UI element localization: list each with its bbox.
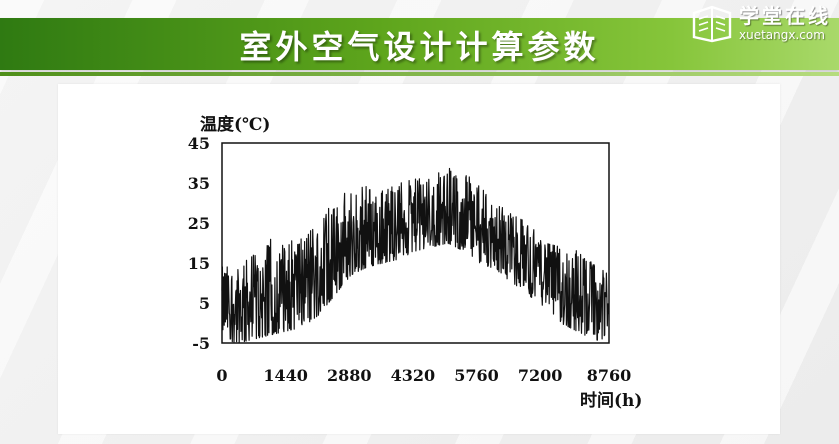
logo-text-cn: 学堂在线 <box>739 3 831 28</box>
title-bar <box>0 18 839 76</box>
y-axis-ticks: 45 35 25 15 5 -5 <box>188 134 210 353</box>
y-tick-label: 45 <box>188 134 210 153</box>
x-axis-ticks: 0 1440 2880 4320 5760 7200 8760 <box>216 366 631 385</box>
x-tick-label: 8760 <box>587 366 632 385</box>
y-axis-title: 温度(℃) <box>200 114 270 135</box>
x-tick-label: 7200 <box>518 366 563 385</box>
logo-text-en: xuetangx.com <box>739 27 825 42</box>
y-tick-label: -5 <box>192 334 210 353</box>
series-layer <box>221 167 610 344</box>
y-tick-label: 5 <box>199 294 210 313</box>
xuetangx-logo: 学堂在线 xuetangx.com <box>631 0 831 46</box>
x-tick-label: 4320 <box>391 366 436 385</box>
plot-frame <box>221 142 610 344</box>
book-icon <box>692 5 732 43</box>
y-tick-label: 15 <box>188 254 210 273</box>
page-title: 室外空气设计计算参数 <box>239 28 600 66</box>
x-axis-title: 时间(h) <box>580 390 642 411</box>
x-tick-label: 1440 <box>263 366 308 385</box>
chart-panel: 45 35 25 15 5 -5 0 1440 2880 4320 5760 7200 8760 温度… <box>58 84 780 434</box>
x-tick-label: 2880 <box>327 366 372 385</box>
y-tick-label: 35 <box>188 174 210 193</box>
y-tick-label: 25 <box>188 214 210 233</box>
x-tick-label: 0 <box>216 366 227 385</box>
x-tick-label: 5760 <box>454 366 499 385</box>
temperature-chart: 45 35 25 15 5 -5 0 1440 2880 4320 5760 7200 8760 温度… <box>188 114 643 411</box>
temperature-series-line <box>221 167 610 344</box>
